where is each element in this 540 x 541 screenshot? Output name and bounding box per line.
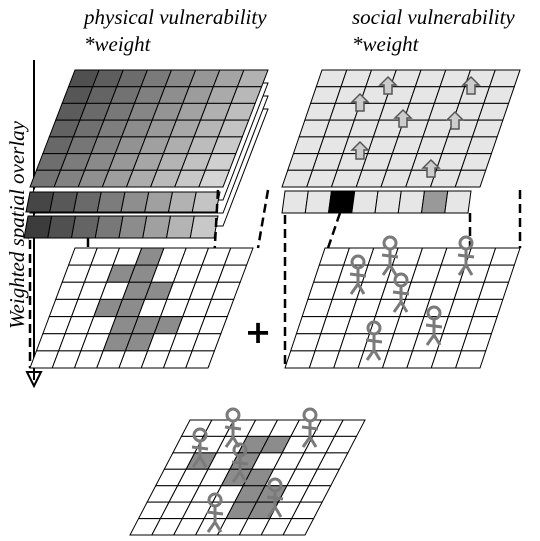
result-map-cell bbox=[282, 518, 315, 536]
physical-title: physical vulnerability bbox=[82, 5, 267, 29]
person-body bbox=[349, 268, 367, 295]
social-map-cell bbox=[472, 298, 504, 318]
person-body bbox=[301, 421, 319, 448]
house-icon bbox=[461, 75, 481, 95]
strip-cell bbox=[144, 191, 174, 213]
arrow-head bbox=[25, 371, 43, 389]
house-icon bbox=[445, 110, 465, 130]
physical-weight: *weight bbox=[84, 32, 152, 56]
house-icon bbox=[378, 75, 398, 95]
social-layer-cell bbox=[465, 136, 498, 155]
strip-cell bbox=[189, 215, 219, 239]
house-icon bbox=[421, 158, 441, 178]
person-head bbox=[302, 407, 318, 423]
physical-map-cell bbox=[185, 350, 216, 369]
strip-cell bbox=[47, 215, 77, 239]
social-map-cell bbox=[460, 333, 493, 352]
social-layer-cell bbox=[483, 86, 515, 104]
social-map-cell bbox=[477, 281, 510, 300]
person-body bbox=[457, 249, 475, 276]
plus-sign: + bbox=[245, 313, 272, 351]
axis-label: Weighted spatial overlay bbox=[5, 120, 29, 329]
social-strip-cell bbox=[444, 190, 472, 214]
strip-cell bbox=[72, 191, 102, 213]
social-strip-cell bbox=[374, 190, 402, 214]
social-strip-cell bbox=[397, 190, 426, 214]
strip-cell bbox=[167, 191, 197, 213]
strip-cell bbox=[96, 191, 126, 213]
strip-cell bbox=[118, 215, 148, 239]
strip-cell bbox=[142, 215, 172, 239]
social-map-cell bbox=[489, 247, 521, 266]
strip-cell bbox=[49, 191, 79, 213]
social-layer-cell bbox=[471, 119, 504, 138]
strip-cell bbox=[165, 215, 195, 239]
social-layer-cell bbox=[488, 69, 521, 88]
social-strip-cell bbox=[327, 190, 356, 214]
person-body bbox=[231, 456, 249, 483]
social-title: social vulnerability bbox=[352, 5, 515, 29]
social-strip-cell bbox=[281, 190, 309, 214]
social-layer-cell bbox=[477, 102, 510, 121]
strip-cell bbox=[23, 215, 53, 239]
person-body bbox=[425, 319, 443, 346]
strip-cell bbox=[120, 191, 150, 213]
house-icon bbox=[350, 92, 370, 112]
person-body bbox=[381, 249, 399, 276]
social-map-cell bbox=[466, 316, 498, 335]
person-head bbox=[382, 235, 398, 251]
social-strip-cell bbox=[420, 190, 449, 214]
social-strip-cell bbox=[304, 190, 333, 214]
house-icon bbox=[393, 108, 413, 128]
strip-cell bbox=[25, 191, 55, 213]
physical-layer-cell bbox=[198, 169, 231, 188]
dashed-link bbox=[256, 189, 270, 249]
person-body bbox=[392, 286, 410, 313]
social-map-cell bbox=[454, 350, 487, 369]
social-weight: *weight bbox=[352, 32, 420, 56]
person-head bbox=[225, 407, 241, 423]
strip-cell bbox=[94, 215, 124, 239]
person-body bbox=[206, 506, 224, 533]
person-body bbox=[266, 491, 284, 518]
person-body bbox=[365, 334, 383, 361]
house-icon bbox=[350, 140, 370, 160]
social-strip-cell bbox=[351, 190, 379, 214]
strip-cell bbox=[70, 215, 100, 239]
social-layer-cell bbox=[454, 169, 487, 188]
person-body bbox=[191, 441, 209, 468]
social-map-cell bbox=[483, 264, 515, 283]
dashed-link bbox=[326, 212, 342, 249]
social-layer-cell bbox=[460, 153, 493, 171]
person-body bbox=[224, 421, 242, 448]
